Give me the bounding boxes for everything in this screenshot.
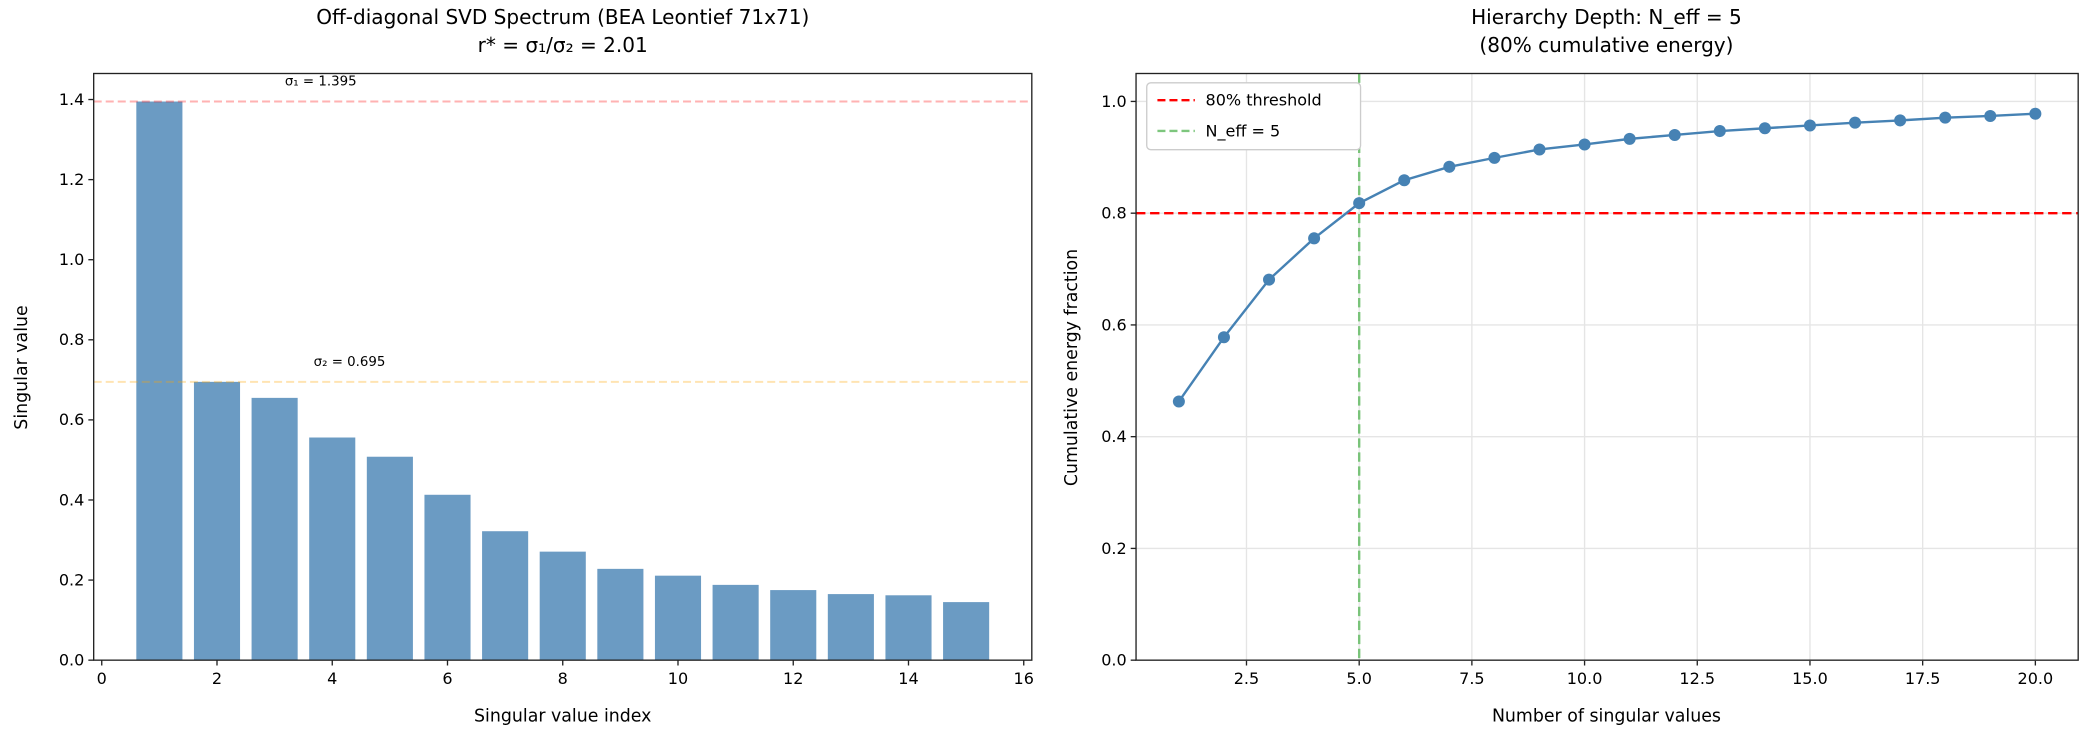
data-point-15	[1803, 119, 1816, 132]
data-point-13	[1713, 125, 1726, 138]
ytick-label: 0.8	[59, 330, 84, 349]
data-point-14	[1758, 122, 1771, 135]
data-point-2	[1217, 331, 1230, 344]
bar-4	[309, 437, 356, 661]
xtick-label: 6	[442, 669, 452, 688]
xtick-label: 14	[898, 669, 918, 688]
data-point-10	[1578, 138, 1591, 151]
xtick-label: 7.5	[1459, 669, 1484, 688]
data-point-5	[1353, 197, 1366, 210]
ytick-label: 0.2	[59, 570, 84, 589]
xtick-label: 4	[327, 669, 337, 688]
right-plot-area: 2.5 5.0 7.5 10.0 12.5 15.0 17.5 20.0 0.0 0.2 0.4 0.…	[1101, 73, 2079, 688]
bar-14	[885, 595, 932, 661]
reference-label-2: σ₂ = 0.695	[314, 355, 386, 370]
bar-7	[482, 531, 529, 661]
data-point-6	[1398, 174, 1411, 187]
data-point-11	[1623, 132, 1636, 145]
xtick-label: 17.5	[1905, 669, 1941, 688]
bar-6	[424, 494, 471, 661]
left-title: Off-diagonal SVD Spectrum (BEA Leontief …	[316, 5, 809, 29]
bar-8	[539, 551, 586, 661]
xtick-label: 2	[212, 669, 222, 688]
svd-spectrum-chart: Off-diagonal SVD Spectrum (BEA Leontief …	[12, 5, 1034, 727]
legend: 80% threshold N_eff = 5	[1146, 82, 1362, 151]
data-point-7	[1443, 160, 1456, 173]
ytick-label: 1.4	[59, 90, 84, 109]
xtick-label: 5.0	[1346, 669, 1371, 688]
bar-12	[770, 590, 817, 661]
ytick-label: 0.6	[1101, 315, 1126, 334]
legend-box	[1146, 82, 1362, 151]
bar-1	[136, 101, 183, 661]
bar-9	[597, 568, 644, 661]
legend-neff-label: N_eff = 5	[1206, 121, 1281, 141]
data-point-4	[1308, 232, 1321, 245]
ytick-label: 1.0	[1101, 92, 1126, 111]
left-ylabel: Singular value	[12, 305, 32, 429]
bar-10	[654, 575, 702, 661]
ytick-label: 1.2	[59, 170, 84, 189]
data-point-8	[1488, 151, 1501, 164]
xtick-label: 10.0	[1567, 669, 1603, 688]
xtick-label: 12	[783, 669, 803, 688]
xtick-label: 12.5	[1679, 669, 1715, 688]
ytick-label: 0.4	[1101, 427, 1126, 446]
data-point-1	[1172, 395, 1185, 408]
hierarchy-depth-chart: Hierarchy Depth: N_eff = 5 (80% cumulati…	[1062, 5, 2079, 727]
bar-5	[366, 456, 413, 661]
ytick-label: 0.6	[59, 410, 84, 429]
right-subtitle: (80% cumulative energy)	[1479, 33, 1733, 57]
data-point-18	[1939, 111, 1952, 124]
data-point-9	[1533, 143, 1546, 156]
xtick-label: 16	[1014, 669, 1034, 688]
xtick-label: 0	[97, 669, 107, 688]
ytick-label: 0.2	[1101, 539, 1126, 558]
left-axes-frame	[93, 72, 1033, 661]
ytick-label: 0.4	[59, 490, 84, 509]
data-point-17	[1894, 114, 1907, 127]
bar-15	[943, 602, 990, 661]
data-point-16	[1849, 116, 1862, 129]
xtick-label: 2.5	[1234, 669, 1259, 688]
data-point-19	[1984, 109, 1997, 122]
data-point-12	[1668, 128, 1681, 141]
ytick-label: 0.0	[59, 651, 84, 670]
bar-3	[251, 397, 298, 661]
bar-13	[827, 594, 874, 661]
right-axes-frame	[1135, 72, 2079, 661]
xtick-label: 15.0	[1792, 669, 1828, 688]
left-subtitle: r* = σ₁/σ₂ = 2.01	[478, 33, 648, 57]
data-point-20	[2029, 107, 2042, 120]
xtick-label: 10	[668, 669, 688, 688]
bar-11	[712, 584, 759, 661]
left-xlabel: Singular value index	[474, 707, 651, 727]
left-plot-area: σ₁ = 1.395 σ₂ = 0.695 0 2 4 6 8 10 12 14 16 0.0 0.2 0…	[59, 74, 1034, 688]
data-point-3	[1263, 273, 1276, 286]
ytick-label: 1.0	[59, 250, 84, 269]
bar-2	[193, 381, 241, 661]
right-ylabel: Cumulative energy fraction	[1062, 249, 1082, 486]
xtick-label: 8	[558, 669, 568, 688]
ytick-label: 0.0	[1101, 651, 1126, 670]
right-xlabel: Number of singular values	[1492, 707, 1721, 727]
legend-threshold-label: 80% threshold	[1206, 91, 1322, 110]
xtick-label: 20.0	[2018, 669, 2054, 688]
reference-label-1: σ₁ = 1.395	[285, 74, 357, 89]
right-title: Hierarchy Depth: N_eff = 5	[1471, 5, 1742, 29]
ytick-label: 0.8	[1101, 204, 1126, 223]
cumulative-energy-line	[1177, 112, 2036, 403]
